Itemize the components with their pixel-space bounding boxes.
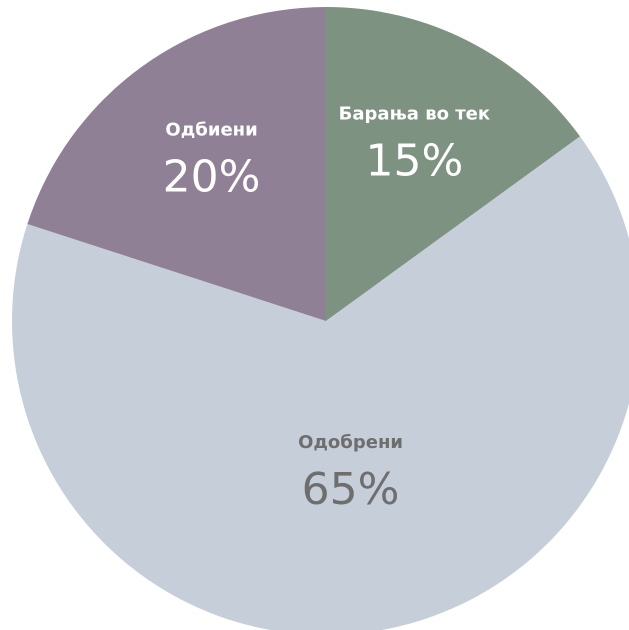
pie-labels: Барања во тек 15% Одобрени 65% Одбиени 20%: [163, 104, 490, 516]
slice-label-1: Барања во тек: [339, 104, 490, 125]
slice-label-2: Одобрени: [298, 432, 403, 453]
slice-value-2: 65%: [302, 464, 400, 515]
slice-value-1: 15%: [365, 136, 463, 187]
pie-slice-3: [27, 7, 326, 321]
pie-slice-2: [12, 136, 629, 630]
slice-value-3: 20%: [163, 152, 261, 203]
slice-label-3: Одбиени: [165, 120, 257, 141]
pie-slice-1: [326, 7, 581, 321]
pie-slices: [12, 7, 629, 630]
